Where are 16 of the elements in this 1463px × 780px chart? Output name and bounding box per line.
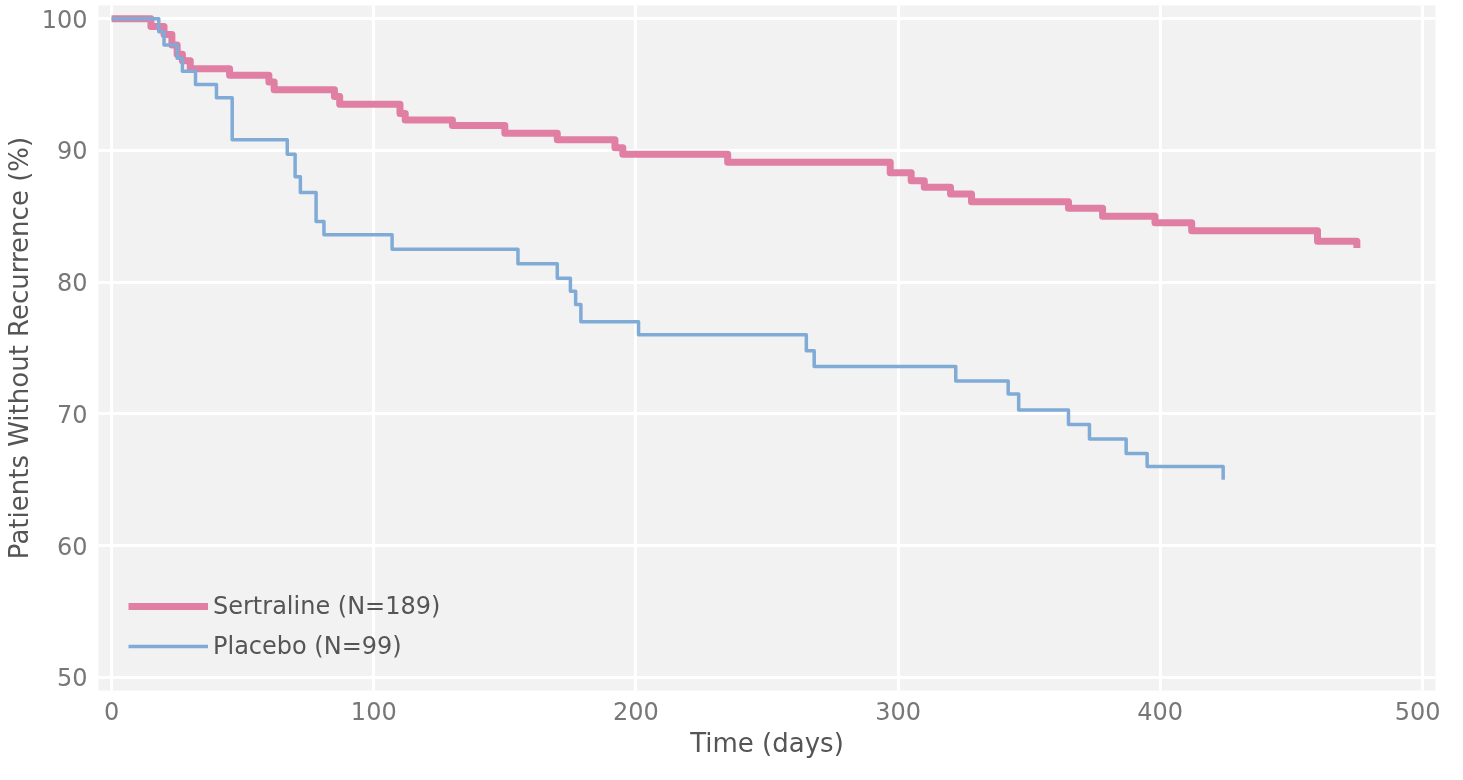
x-axis-title: Time (days) <box>689 727 844 758</box>
y-tick-label: 80 <box>56 269 88 298</box>
y-tick-label: 70 <box>56 400 88 429</box>
y-tick-label: 60 <box>56 532 88 561</box>
y-tick-label: 50 <box>56 664 88 693</box>
legend-label: Placebo (N=99) <box>213 632 402 660</box>
x-tick-label: 300 <box>875 697 921 726</box>
x-tick-label: 200 <box>613 697 659 726</box>
x-tick-label: 400 <box>1137 697 1184 726</box>
legend-label: Sertraline (N=189) <box>213 592 441 620</box>
y-axis-title: Patients Without Recurrence (%) <box>3 136 34 560</box>
x-tick-label: 0 <box>103 697 120 726</box>
x-tick-label: 500 <box>1394 697 1441 726</box>
y-tick-label: 100 <box>41 5 88 34</box>
y-tick-label: 90 <box>56 137 88 166</box>
x-tick-label: 100 <box>350 697 397 726</box>
